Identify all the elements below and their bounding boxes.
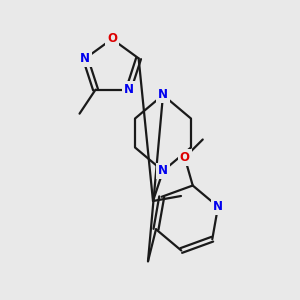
Text: O: O — [180, 151, 190, 164]
Text: N: N — [158, 164, 168, 178]
Text: N: N — [80, 52, 90, 65]
Text: N: N — [124, 83, 134, 96]
Text: O: O — [107, 32, 117, 46]
Text: N: N — [213, 200, 223, 213]
Text: N: N — [158, 88, 168, 101]
